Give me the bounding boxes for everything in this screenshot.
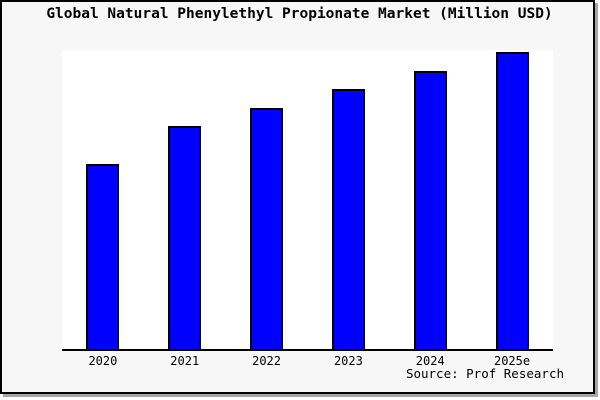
bar-slot-2021: [144, 50, 226, 351]
plot-area: [62, 50, 553, 351]
x-axis-line: [62, 349, 553, 351]
bar-slot-2023: [307, 50, 389, 351]
x-tick-label-2021: 2021: [170, 354, 200, 368]
bar-2020: [86, 164, 120, 351]
bar-2021: [168, 125, 202, 351]
source-note: Source: Prof Research: [405, 366, 564, 381]
x-axis-tick-labels: 2020 2021 2022 2023 2024 2025e: [62, 354, 553, 368]
x-tick-label-2024: 2024: [415, 354, 445, 368]
bar-2022: [250, 108, 284, 351]
x-tick-label-2025e: 2025e: [493, 354, 531, 368]
bar-slot-2024: [389, 50, 471, 351]
bar-2025e: [495, 52, 529, 351]
x-tick-label-2023: 2023: [333, 354, 363, 368]
bar-slot-2025e: [471, 50, 553, 351]
bar-slot-2020: [62, 50, 144, 351]
x-tick-label-2020: 2020: [88, 354, 118, 368]
bar-2023: [331, 89, 365, 351]
bar-2024: [413, 71, 447, 351]
chart-window: Global Natural Phenylethyl Propionate Ma…: [0, 0, 595, 394]
bar-slot-2022: [226, 50, 308, 351]
x-tick-label-2022: 2022: [252, 354, 282, 368]
bars-container: [62, 50, 553, 351]
chart-title: Global Natural Phenylethyl Propionate Ma…: [46, 6, 553, 22]
